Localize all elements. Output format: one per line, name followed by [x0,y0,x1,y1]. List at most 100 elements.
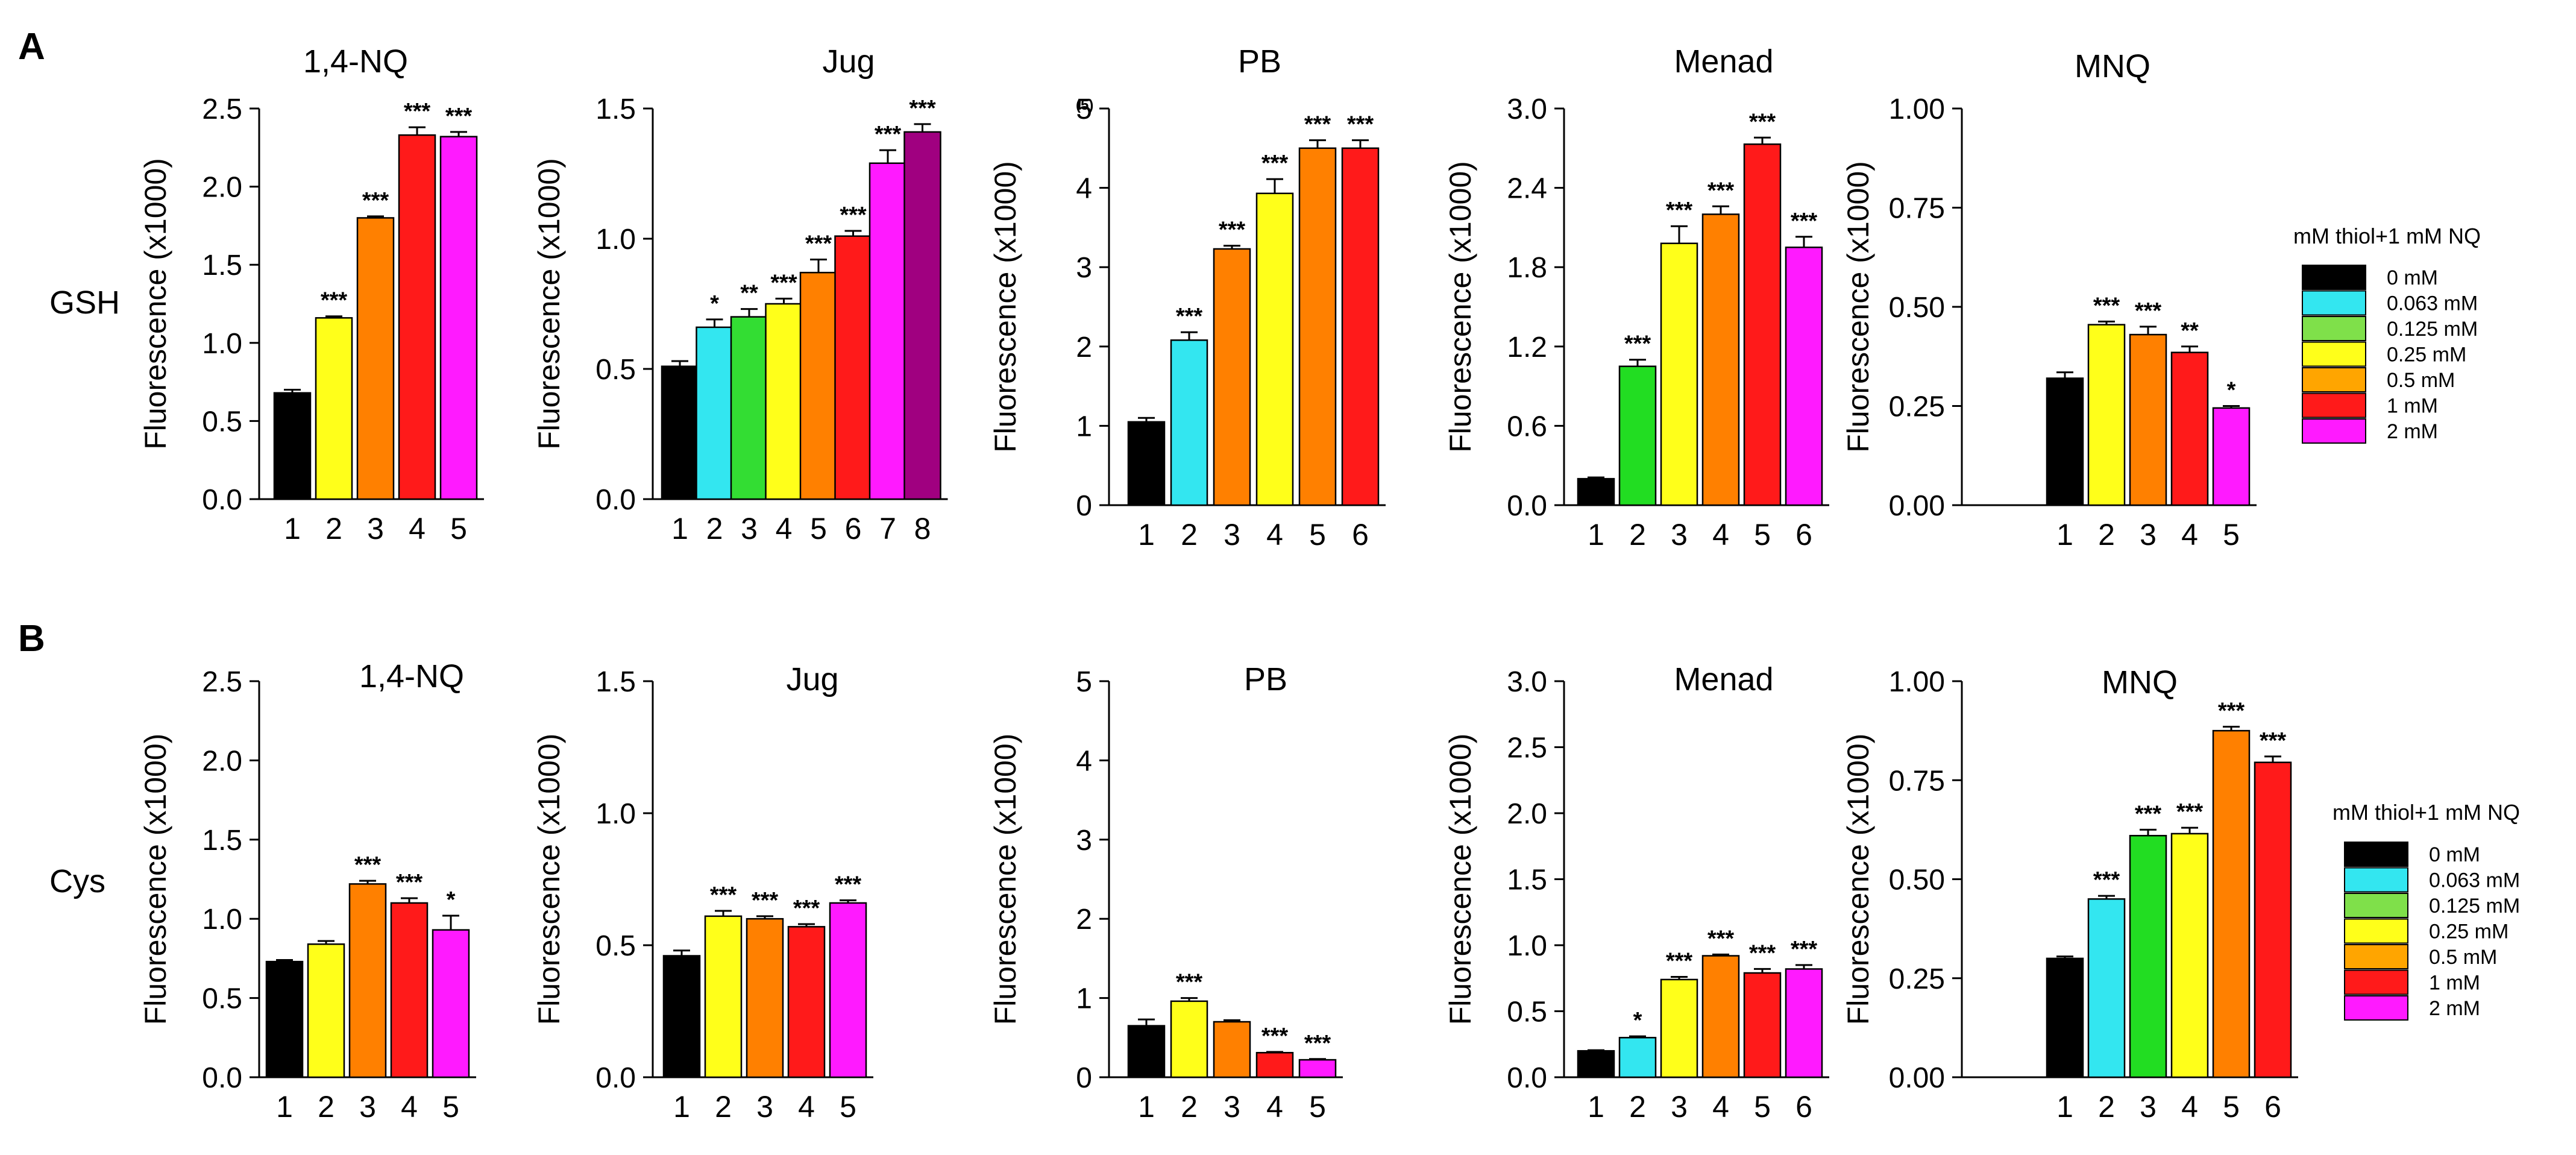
significance-label: *** [1304,112,1331,137]
bar [1170,339,1208,506]
x-tick-label: 5 [2223,1090,2240,1124]
significance-label: *** [1176,304,1203,329]
bar [1255,1052,1294,1078]
bar [1255,192,1294,506]
bar [1298,1059,1337,1078]
bar [1170,1000,1208,1078]
significance-label: *** [2218,699,2245,724]
y-tick-label: 0.6 [1507,411,1547,442]
x-tick-label: 2 [1181,1090,1198,1124]
significance-label: *** [321,288,348,313]
y-tick-label: 1.0 [595,798,636,830]
bar [1213,1021,1251,1078]
x-tick-label: 4 [401,1090,418,1124]
x-tick-label: 5 [840,1090,856,1124]
legend-title: mM thiol+1 mM NQ [2333,800,2520,825]
x-tick-label: 1 [673,1090,690,1124]
y-axis-label: Fluorescence (x1000) [1841,161,1875,453]
significance-label: * [1633,1008,1642,1033]
bar [2046,957,2084,1078]
y-tick-label: 4 [1076,173,1092,205]
y-tick-label: 0.0 [595,1062,636,1094]
x-tick-label: 1 [671,512,688,546]
bar [2129,834,2167,1078]
y-tick-label: 0.00 [1889,490,1945,522]
x-tick-label: 7 [879,512,896,546]
x-tick-label: 5 [442,1090,459,1124]
y-axis-label: Fluorescence (x1000) [988,734,1022,1025]
bar [2087,898,2126,1078]
x-tick-label: 1 [1138,518,1155,552]
y-tick-label: 2.5 [202,666,242,698]
y-tick-label: 2.5 [202,93,242,125]
bar [1618,365,1657,506]
y-tick-label: 0.5 [595,930,636,962]
x-tick-label: 4 [2181,518,2198,552]
y-tick-label: 2 [1076,904,1092,936]
legend-swatch [2302,290,2366,316]
bar [2129,333,2167,506]
bar [1577,477,1615,506]
bar [2170,351,2209,506]
chart-b2: Jug Fluorescence (x1000) 0.0 0.5 1.0 1.5 1 2 ***… [532,661,873,1124]
x-tick-label: 4 [776,512,793,546]
x-tick-label: 3 [756,1090,773,1124]
y-tick-label: 2.4 [1507,173,1547,205]
legend-label: 1 mM [2387,395,2438,418]
significance-label: *** [445,104,473,129]
y-axis-label: Fluorescence (x1000) [532,158,566,450]
x-tick-label: 6 [1795,1090,1812,1124]
legend-label: 2 mM [2429,997,2480,1020]
x-tick-label: 2 [1181,518,1198,552]
chart-a1: 1,4-NQ Fluorescence (x1000) 0.0 0.5 1.0 1.5 2.… [139,43,484,546]
x-tick-label: 3 [367,512,384,546]
x-tick-label: 5 [1754,1090,1771,1124]
chart-a2: Jug Fluorescence (x1000) 0.0 0.5 1.0 1.5 1 2 * 3 *… [532,43,948,546]
x-tick-label: 5 [2223,518,2240,552]
significance-label: ** [740,281,758,306]
x-tick-label: 6 [845,512,862,546]
y-tick-label: 2 [1076,332,1092,363]
bar [2046,377,2084,506]
x-tick-label: 5 [1309,1090,1326,1124]
x-tick-label: 2 [715,1090,732,1124]
legend-label: 0.25 mM [2429,921,2508,943]
chart-a4: Menad Fluorescence (x1000) 0.0 0.6 1.2 1.8 2.4… [1444,43,1829,552]
legend-swatch [2344,893,2408,918]
y-tick-label: 3.0 [1507,93,1547,125]
chart-title: PB [1244,661,1287,697]
significance-label: * [2227,378,2236,403]
x-tick-label: 3 [1224,518,1240,552]
y-tick-label: 3.0 [1507,666,1547,698]
legend-label: 0.25 mM [2387,344,2466,367]
y-tick-label: 0.0 [1507,1062,1547,1094]
chart-a5: MNQ Fluorescence (x1000) 0.00 0.25 0.50 0.75 1… [1841,48,2257,552]
row-label-gsh: GSH [49,285,120,321]
x-tick-label: 3 [1224,1090,1240,1124]
x-tick-label: 1 [1588,518,1604,552]
bar [696,326,734,500]
x-tick-label: 3 [359,1090,376,1124]
bar [1660,978,1698,1078]
bar [746,917,784,1078]
y-axis-label: Fluorescence (x1000) [1444,161,1477,453]
significance-label: *** [1666,198,1693,223]
bar [390,902,429,1078]
x-tick-label: 1 [1588,1090,1604,1124]
y-tick-label: 0.00 [1889,1062,1945,1094]
y-tick-label: 1 [1076,411,1092,442]
y-tick-label: 0.5 [1507,996,1547,1028]
bar [661,365,699,500]
y-tick-label: 1.5 [1507,864,1547,896]
significance-label: * [447,887,456,913]
y-tick-label: 0.75 [1889,765,1945,797]
legend-label: 0.5 mM [2387,369,2455,392]
significance-label: *** [2260,728,2287,754]
legend-swatch [2344,995,2408,1021]
significance-label: *** [2176,799,2204,825]
bar [1341,147,1380,506]
x-tick-label: 6 [1352,518,1369,552]
significance-label: *** [710,883,737,908]
chart-title: Menad [1674,43,1773,80]
bar [265,960,304,1078]
